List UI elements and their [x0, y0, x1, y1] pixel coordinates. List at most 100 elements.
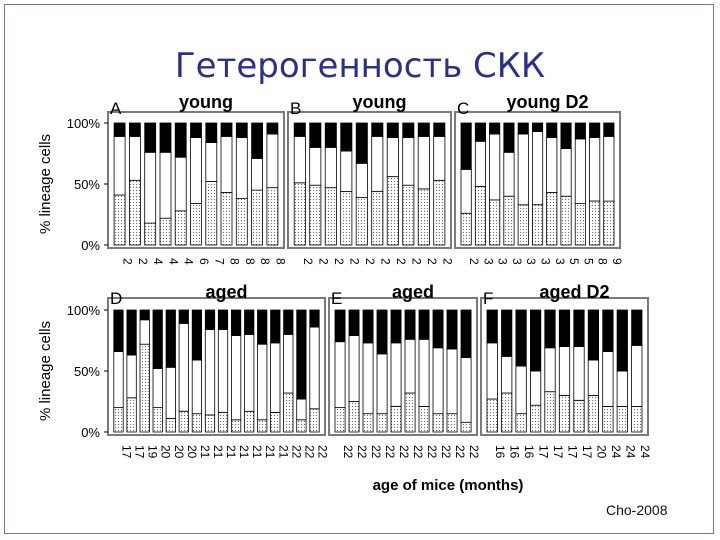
x-tick-label: 2 [136, 258, 150, 265]
bar-segment-upper [235, 122, 248, 139]
x-tick-label: 22 [439, 445, 453, 459]
bar-segment-middle [191, 359, 202, 415]
bar-segment-upper [205, 122, 218, 143]
bar-segment-lower [418, 405, 430, 433]
x-tick-label: 22 [289, 445, 303, 459]
bar-segment-lower [631, 405, 643, 433]
panel-group-title: young D2 [506, 92, 588, 112]
bar-segment-lower [573, 399, 585, 433]
y-axis-label: % lineage cells [37, 321, 54, 421]
bar-segment-middle [348, 335, 360, 402]
bar-segment-upper [244, 309, 255, 335]
bar-segment-middle [631, 344, 643, 407]
bar-segment-middle [376, 353, 388, 415]
bar-segment-middle [178, 322, 189, 412]
x-tick-label: 3 [524, 258, 538, 265]
bar-segment-lower [376, 413, 388, 433]
x-tick-label: 4 [182, 258, 196, 265]
bar-segment-upper [631, 309, 643, 346]
x-tick-label: 8 [228, 258, 242, 265]
bar-segment-lower [230, 419, 242, 433]
bar-segment-upper [386, 122, 399, 139]
bar-segment-middle [474, 140, 486, 187]
x-tick-label: 17 [566, 445, 580, 459]
bar-segment-middle [270, 342, 281, 413]
panel-letter: B [290, 99, 301, 118]
bar-segment-middle [460, 357, 472, 423]
bar-segment-lower [587, 394, 600, 433]
bar-segment-upper [362, 309, 374, 344]
bar-segment-middle [546, 137, 558, 193]
panel-group-title: aged [392, 282, 434, 302]
bar-segment-middle [501, 355, 513, 394]
bar-segment-lower [532, 204, 544, 246]
bar-segment-upper [460, 309, 472, 358]
bar-segment-middle [371, 135, 384, 192]
x-tick-label: 22 [383, 445, 397, 459]
bar-segment-lower [558, 394, 571, 433]
x-tick-label: 9 [610, 258, 624, 265]
bar-segment-upper [152, 309, 163, 369]
panel-frame [328, 297, 478, 436]
bar-segment-upper [309, 122, 322, 148]
bar-segment-upper [603, 122, 615, 137]
bar-segment-lower [139, 343, 150, 433]
x-tick-label: 24 [623, 445, 637, 459]
bar-segment-middle [113, 135, 126, 196]
bar-segment-lower [191, 413, 202, 433]
x-tick-label: 24 [609, 445, 623, 459]
bar-segment-middle [165, 366, 176, 419]
bar-segment-middle [174, 156, 187, 212]
panel-frame [480, 297, 649, 436]
bar-segment-middle [503, 151, 515, 197]
bar-segment-middle [244, 333, 255, 412]
bar-segment-middle [544, 347, 556, 393]
x-tick-label: 2 [394, 258, 408, 265]
bar-segment-lower [293, 182, 306, 246]
x-tick-label: 2 [121, 258, 135, 265]
x-tick-label: 20 [185, 445, 199, 459]
bar-segment-middle [235, 137, 248, 200]
bar-segment-lower [128, 179, 141, 246]
bar-segment-lower [486, 398, 498, 433]
bar-segment-lower [362, 413, 374, 433]
x-tick-label: 2 [316, 258, 330, 265]
bar-segment-upper [486, 309, 498, 344]
bar-segment-lower [546, 192, 558, 246]
x-tick-label: 22 [397, 445, 411, 459]
bar-segment-upper [532, 122, 544, 132]
bar-segment-lower [270, 412, 281, 433]
bar-segment-lower [574, 203, 586, 246]
bar-segment-middle [486, 342, 498, 400]
bar-segment-upper [560, 122, 572, 150]
x-tick-label: 7 [212, 258, 226, 265]
bar-segment-lower [159, 217, 172, 246]
bar-segment-lower [244, 410, 255, 433]
bar-segment-lower [390, 405, 402, 433]
x-tick-label: 22 [425, 445, 439, 459]
panel-frame [454, 111, 621, 249]
x-tick-label: 4 [151, 258, 165, 265]
bar-segment-upper [178, 309, 189, 324]
bar-segment-upper [220, 122, 233, 137]
bar-segment-middle [126, 354, 137, 399]
bar-segment-lower [283, 392, 294, 433]
bar-segment-upper [334, 309, 346, 343]
bar-segment-upper [616, 309, 628, 372]
bar-segment-lower [474, 185, 486, 246]
bar-segment-upper [309, 309, 320, 328]
bar-segment-middle [432, 347, 444, 415]
x-tick-label: 5 [581, 258, 595, 265]
bar-segment-upper [371, 122, 384, 137]
bar-segment-middle [418, 338, 430, 407]
bar-segment-lower [144, 222, 157, 246]
bar-segment-middle [309, 146, 322, 186]
bar-segment-middle [446, 348, 458, 415]
bar-segment-middle [602, 351, 614, 407]
x-tick-label: 6 [197, 258, 211, 265]
bar-segment-lower [220, 192, 233, 246]
x-tick-label: 5 [567, 258, 581, 265]
bar-segment-lower [432, 413, 444, 433]
bar-segment-lower [296, 419, 307, 433]
